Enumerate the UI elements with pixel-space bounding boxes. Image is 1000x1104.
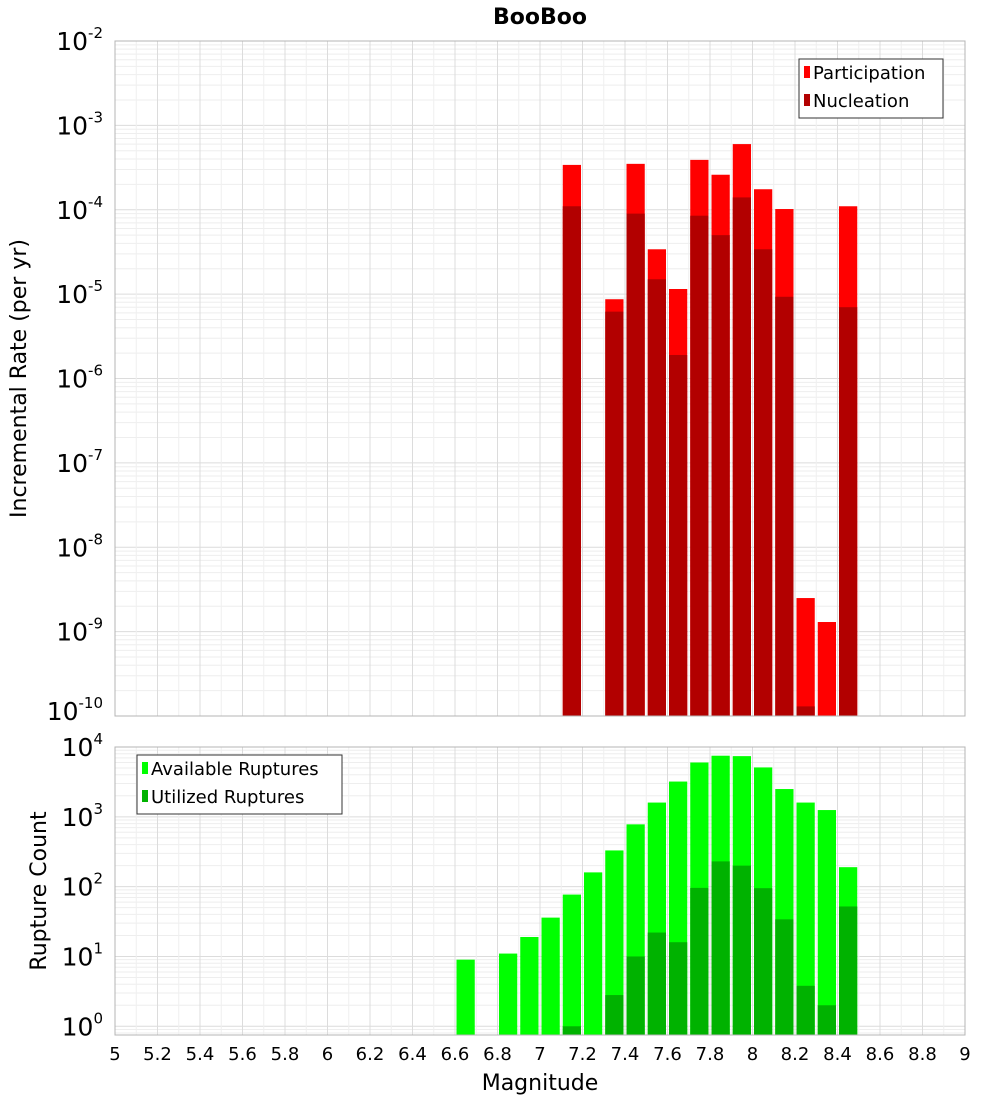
bar xyxy=(605,995,624,1035)
x-tick-label: 5.2 xyxy=(143,1044,172,1065)
legend-swatch xyxy=(804,94,810,106)
x-tick-label: 8 xyxy=(747,1044,758,1065)
legend-box xyxy=(136,754,343,815)
legend-swatch xyxy=(142,790,148,802)
x-tick-label: 8.6 xyxy=(866,1044,895,1065)
y-tick-labels: 100 101 102 103 104 xyxy=(62,730,103,1041)
y-tick-label: 10-6 xyxy=(56,362,103,394)
bar xyxy=(499,953,518,1035)
x-tick-label: 6.8 xyxy=(483,1044,512,1065)
bar xyxy=(456,959,475,1035)
y-tick-label: 100 xyxy=(62,1009,103,1041)
bar xyxy=(711,235,730,716)
bar xyxy=(647,932,666,1035)
bar xyxy=(754,249,773,716)
bar xyxy=(626,956,645,1035)
x-tick-label: 7.4 xyxy=(611,1044,640,1065)
x-tick-label: 5.4 xyxy=(186,1044,215,1065)
x-tick-labels: 5 5.2 5.4 5.6 5.8 6 6.2 6.4 6.6 6.8 7 7.2 7.4 7.6 7.8 8… xyxy=(109,1044,970,1065)
x-tick-label: 7.8 xyxy=(696,1044,725,1065)
y-tick-label: 10-2 xyxy=(56,24,103,56)
bar xyxy=(690,887,709,1035)
chart-panel-2: 100 101 102 103 104 Rupture Count 5 5.2 5.4 5.6 5.… xyxy=(27,730,971,1096)
bar xyxy=(817,1005,836,1035)
bar xyxy=(732,197,751,717)
bar xyxy=(541,917,560,1035)
bar xyxy=(796,598,815,716)
y-tick-label: 10-8 xyxy=(56,530,103,562)
plot-frame xyxy=(114,40,966,717)
bar xyxy=(647,279,666,716)
bar xyxy=(839,307,858,716)
bar xyxy=(562,206,581,716)
x-tick-label: 6.6 xyxy=(441,1044,470,1065)
y-tick-label: 10-10 xyxy=(47,694,103,726)
x-tick-label: 6.4 xyxy=(398,1044,427,1065)
y-tick-label: 10-7 xyxy=(56,446,103,478)
legend-label: Participation xyxy=(813,63,925,84)
y-tick-label: 10-4 xyxy=(56,193,103,225)
x-tick-label: 8.8 xyxy=(908,1044,937,1065)
x-axis-title: Magnitude xyxy=(482,1071,599,1096)
bar xyxy=(711,861,730,1035)
bar xyxy=(562,1026,581,1035)
y-tick-label: 103 xyxy=(62,800,103,832)
bar xyxy=(796,706,815,716)
x-tick-label: 5 xyxy=(109,1044,120,1065)
bar xyxy=(796,802,815,1035)
bar xyxy=(584,872,603,1035)
legend-label: Utilized Ruptures xyxy=(151,787,304,808)
series-2 xyxy=(562,861,858,1035)
bar xyxy=(817,810,836,1035)
y-tick-label: 104 xyxy=(62,730,103,762)
y-tick-label: 10-5 xyxy=(56,277,103,309)
x-tick-label: 5.6 xyxy=(228,1044,257,1065)
bar xyxy=(520,936,539,1035)
bar xyxy=(605,311,624,716)
legend-swatch xyxy=(142,762,148,774)
x-tick-label: 9 xyxy=(959,1044,970,1065)
plot-frame xyxy=(114,746,966,1036)
bar xyxy=(690,215,709,717)
y-tick-label: 10-9 xyxy=(56,615,103,647)
y-tick-label: 102 xyxy=(62,870,103,902)
legend-label: Available Ruptures xyxy=(151,759,319,780)
gridlines xyxy=(114,41,966,717)
y-tick-labels: 10-10 10-9 10-8 10-7 10-6 10-5 10-4 10-3 10-2 xyxy=(47,24,103,726)
x-tick-label: 8.4 xyxy=(823,1044,852,1065)
bar xyxy=(754,888,773,1035)
legend: Participation Nucleation xyxy=(798,58,944,119)
y-axis-title: Rupture Count xyxy=(27,811,52,971)
x-tick-label: 8.2 xyxy=(781,1044,810,1065)
bar xyxy=(775,296,794,716)
y-tick-label: 10-3 xyxy=(56,108,103,140)
bar xyxy=(669,354,688,716)
chart-title: BooBoo xyxy=(493,5,587,30)
chart-panel-1: 10-10 10-9 10-8 10-7 10-6 10-5 10-4 10-3 10-2 Inc… xyxy=(7,5,966,726)
legend-swatch xyxy=(804,66,810,78)
x-tick-label: 5.8 xyxy=(271,1044,300,1065)
series-2 xyxy=(562,197,858,717)
x-tick-label: 6.2 xyxy=(356,1044,385,1065)
x-tick-label: 7 xyxy=(534,1044,545,1065)
bar xyxy=(732,865,751,1035)
legend-label: Nucleation xyxy=(813,91,909,112)
legend: Available Ruptures Utilized Ruptures xyxy=(136,754,343,815)
x-tick-label: 7.6 xyxy=(653,1044,682,1065)
y-axis-title: Incremental Rate (per yr) xyxy=(7,239,32,518)
x-tick-label: 6 xyxy=(322,1044,333,1065)
bar xyxy=(626,213,645,717)
x-tick-label: 7.2 xyxy=(568,1044,597,1065)
bar xyxy=(839,906,858,1035)
bar xyxy=(562,894,581,1035)
bar xyxy=(796,985,815,1035)
bar xyxy=(775,919,794,1035)
y-tick-label: 101 xyxy=(62,939,103,971)
legend-box xyxy=(798,58,944,119)
bar xyxy=(605,850,624,1035)
bar xyxy=(817,622,836,716)
bar xyxy=(669,942,688,1035)
